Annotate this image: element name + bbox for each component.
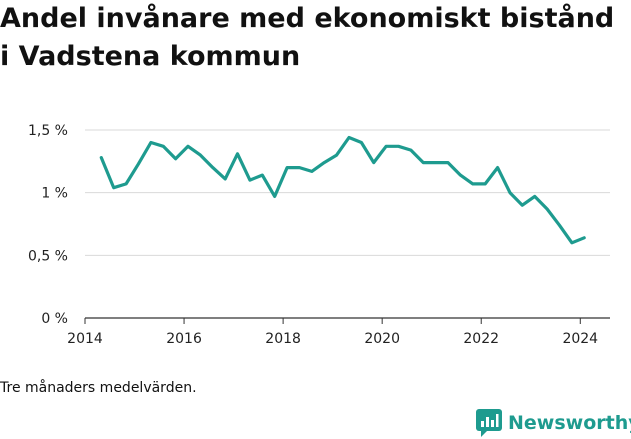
series-layer [99, 135, 586, 245]
x-tick-label: 2014 [67, 331, 103, 347]
brand-name: Newsworthy [508, 412, 631, 434]
brand[interactable]: Newsworthy [476, 408, 631, 438]
chart: 0 % 0,5 % 1 % 1,5 % 2014 2016 2018 2020 2022 202… [28, 123, 610, 347]
y-tick-label: 1,5 % [28, 123, 68, 139]
chart-title: Andel invånare med ekonomiskt bistånd i … [0, 3, 615, 72]
newsworthy-logo-icon [476, 409, 502, 437]
series-line [99, 135, 586, 245]
y-tick-label: 0,5 % [28, 248, 68, 264]
x-tick-label: 2018 [265, 331, 301, 347]
x-tick-label: 2020 [364, 331, 400, 347]
x-tick-label: 2022 [463, 331, 499, 347]
y-tick-labels: 0 % 0,5 % 1 % 1,5 % [28, 123, 68, 327]
footnote: Tre månaders medelvärden. [0, 380, 197, 396]
x-tick-label: 2024 [562, 331, 598, 347]
y-tick-label: 1 % [41, 186, 68, 202]
x-axis [84, 317, 610, 324]
y-tick-label: 0 % [41, 311, 68, 327]
x-tick-labels: 2014 2016 2018 2020 2022 2024 [67, 331, 598, 347]
x-tick-label: 2016 [166, 331, 202, 347]
grid-lines [85, 129, 610, 256]
